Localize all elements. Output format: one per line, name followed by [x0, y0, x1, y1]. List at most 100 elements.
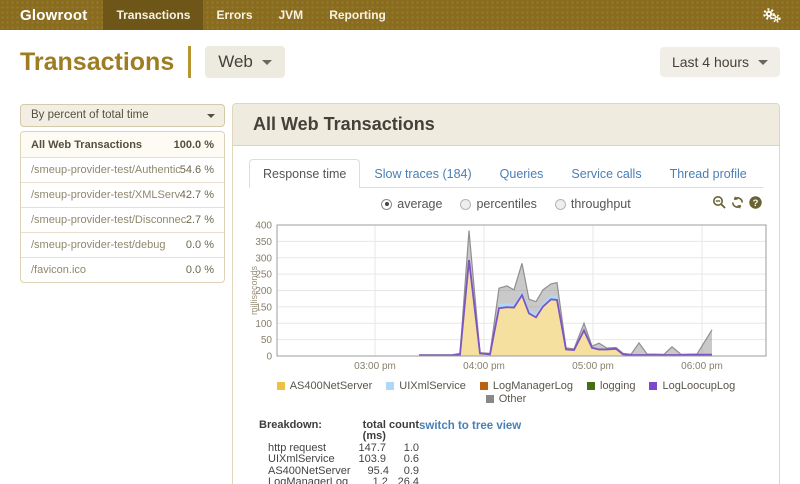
chart-controls: average percentiles throughput: [249, 193, 763, 219]
transaction-list-item[interactable]: /smeup-provider-test/AuthenticateService…: [21, 157, 224, 182]
svg-text:350: 350: [255, 237, 272, 248]
breakdown-col-total: total (ms): [362, 419, 386, 443]
tab-bar: Response time Slow traces (184) Queries …: [249, 159, 763, 188]
legend-item[interactable]: AS400NetServer: [276, 380, 373, 392]
legend-item[interactable]: logging: [587, 380, 635, 392]
radio-label: average: [397, 197, 443, 211]
transaction-list-item-all[interactable]: All Web Transactions 100.0 %: [21, 132, 224, 157]
transaction-name: /smeup-provider-test/DisconnectService: [31, 214, 186, 226]
transaction-percent: 2.7 %: [185, 214, 214, 226]
svg-text:?: ?: [753, 198, 759, 209]
svg-text:400: 400: [255, 221, 272, 232]
chevron-down-icon: [261, 59, 272, 65]
legend-item[interactable]: LogLoocupLog: [649, 380, 735, 392]
legend-item[interactable]: LogManagerLog: [479, 380, 573, 392]
breakdown-row: UIXmlService 103.9 0.6: [268, 453, 419, 466]
radio-throughput[interactable]: throughput: [554, 197, 631, 211]
legend-item[interactable]: Other: [485, 393, 527, 405]
transaction-list-item[interactable]: /smeup-provider-test/debug 0.0 %: [21, 232, 224, 257]
legend-swatch: [386, 382, 395, 390]
svg-text:0: 0: [266, 352, 272, 363]
radio-percentiles[interactable]: percentiles: [460, 197, 537, 211]
refresh-icon[interactable]: [730, 195, 745, 210]
breakdown-table: Breakdown: total (ms) count http request…: [259, 419, 419, 484]
transaction-list: All Web Transactions 100.0 % /smeup-prov…: [20, 131, 225, 283]
legend-label: LogLoocupLog: [662, 380, 736, 392]
legend-swatch: [587, 382, 595, 390]
svg-text:04:00 pm: 04:00 pm: [463, 361, 505, 372]
legend-item[interactable]: UIXmlService: [386, 380, 466, 392]
transaction-name: All Web Transactions: [31, 138, 143, 151]
svg-text:06:00 pm: 06:00 pm: [681, 361, 723, 372]
navbar-spacer: [399, 0, 742, 30]
legend-label: LogManagerLog: [492, 380, 573, 392]
chevron-down-icon: [758, 59, 768, 65]
transaction-percent: 54.6 %: [179, 164, 214, 176]
sort-order-select[interactable]: By percent of total time: [20, 104, 225, 127]
brand-logo[interactable]: Glowroot: [20, 6, 88, 24]
svg-text:100: 100: [255, 319, 272, 330]
radio-average[interactable]: average: [381, 197, 442, 211]
tab-response-time[interactable]: Response time: [249, 159, 361, 188]
switch-to-tree-view-link[interactable]: switch to tree view: [419, 420, 522, 432]
svg-text:300: 300: [255, 253, 272, 264]
tab-service-calls[interactable]: Service calls: [571, 167, 642, 181]
transaction-percent: 100.0 %: [173, 138, 214, 151]
chevron-down-icon: [207, 114, 215, 118]
legend-label: AS400NetServer: [289, 380, 373, 392]
time-range-label: Last 4 hours: [671, 54, 749, 70]
svg-text:milliseconds: milliseconds: [249, 265, 259, 315]
transaction-list-item[interactable]: /favicon.ico 0.0 %: [21, 257, 224, 282]
transaction-list-item[interactable]: /smeup-provider-test/XMLService 42.7 %: [21, 182, 224, 207]
time-range-dropdown[interactable]: Last 4 hours: [659, 47, 780, 77]
breakdown-title: Breakdown:: [259, 419, 322, 431]
transaction-name: /smeup-provider-test/debug: [31, 239, 166, 251]
title-separator: [188, 46, 192, 78]
nav-item-jvm[interactable]: JVM: [278, 8, 304, 22]
nav-item-transactions[interactable]: Transactions: [103, 0, 204, 30]
breakdown-col-count: count: [389, 419, 419, 431]
radio-label: throughput: [570, 197, 631, 211]
svg-text:200: 200: [255, 286, 272, 297]
transactions-sidebar: By percent of total time All Web Transac…: [20, 104, 225, 283]
settings-gears-icon[interactable]: [742, 0, 800, 30]
radio-dot-icon: [460, 198, 472, 210]
panel-title: All Web Transactions: [253, 114, 435, 134]
transaction-name: /smeup-provider-test/XMLService: [31, 189, 180, 201]
metric-radio-group: average percentiles throughput: [249, 197, 763, 211]
panel-content: Response time Slow traces (184) Queries …: [233, 159, 779, 484]
legend-label: logging: [600, 380, 636, 392]
transaction-type-label: Web: [218, 52, 253, 71]
tab-queries[interactable]: Queries: [499, 167, 544, 181]
svg-text:05:00 pm: 05:00 pm: [572, 361, 614, 372]
tab-thread-profile[interactable]: Thread profile: [669, 167, 747, 181]
svg-text:03:00 pm: 03:00 pm: [354, 361, 396, 372]
svg-text:150: 150: [255, 302, 272, 313]
panel-header: All Web Transactions: [233, 104, 779, 146]
svg-text:250: 250: [255, 270, 272, 281]
transaction-name: /smeup-provider-test/AuthenticateService: [31, 164, 180, 176]
top-navbar: Glowroot Transactions Errors JVM Reporti…: [0, 0, 800, 30]
zoom-out-icon[interactable]: [712, 195, 727, 210]
transaction-percent: 0.0 %: [185, 239, 214, 251]
legend-swatch: [276, 382, 285, 390]
chart-toolbar: ?: [712, 195, 763, 210]
legend-swatch: [479, 382, 488, 390]
nav-item-reporting[interactable]: Reporting: [329, 8, 386, 22]
legend-label: Other: [498, 393, 527, 405]
transaction-percent: 0.0 %: [185, 264, 214, 276]
main-panel: All Web Transactions Response time Slow …: [232, 103, 780, 484]
help-icon[interactable]: ?: [748, 195, 763, 210]
breakdown-row: AS400NetServer 95.4 0.9: [268, 464, 419, 477]
tab-slow-traces[interactable]: Slow traces (184): [374, 167, 472, 181]
chart-legend: AS400NetServer UIXmlService LogManagerLo…: [249, 380, 763, 405]
transaction-list-item[interactable]: /smeup-provider-test/DisconnectService 2…: [21, 207, 224, 232]
svg-text:50: 50: [261, 335, 273, 346]
response-time-chart[interactable]: 0 50 100 150 200 250 300 350 400 03:00 pm 04:00 pm…: [249, 220, 767, 377]
transaction-type-dropdown[interactable]: Web: [205, 46, 285, 78]
legend-swatch: [485, 395, 494, 403]
page-title: Transactions: [20, 47, 175, 76]
radio-dot-icon: [554, 198, 566, 210]
nav-item-errors[interactable]: Errors: [216, 8, 253, 22]
